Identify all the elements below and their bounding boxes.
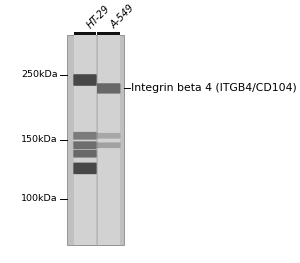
Text: Integrin beta 4 (ITGB4/CD104): Integrin beta 4 (ITGB4/CD104)	[131, 83, 297, 93]
FancyBboxPatch shape	[97, 83, 120, 94]
Text: 150kDa: 150kDa	[21, 135, 58, 144]
FancyBboxPatch shape	[74, 132, 97, 140]
FancyBboxPatch shape	[97, 142, 120, 148]
Text: A-549: A-549	[109, 3, 136, 30]
Bar	[67, 35, 124, 245]
FancyBboxPatch shape	[74, 163, 97, 174]
Bar	[74, 32, 96, 35]
Bar	[98, 32, 120, 35]
Text: 100kDa: 100kDa	[21, 194, 58, 203]
Text: 250kDa: 250kDa	[21, 70, 58, 79]
FancyBboxPatch shape	[74, 74, 97, 86]
FancyBboxPatch shape	[74, 141, 97, 149]
FancyBboxPatch shape	[74, 150, 97, 158]
Bar	[98, 35, 120, 245]
Bar	[74, 35, 96, 245]
FancyBboxPatch shape	[97, 133, 120, 139]
Text: HT-29: HT-29	[85, 3, 112, 30]
